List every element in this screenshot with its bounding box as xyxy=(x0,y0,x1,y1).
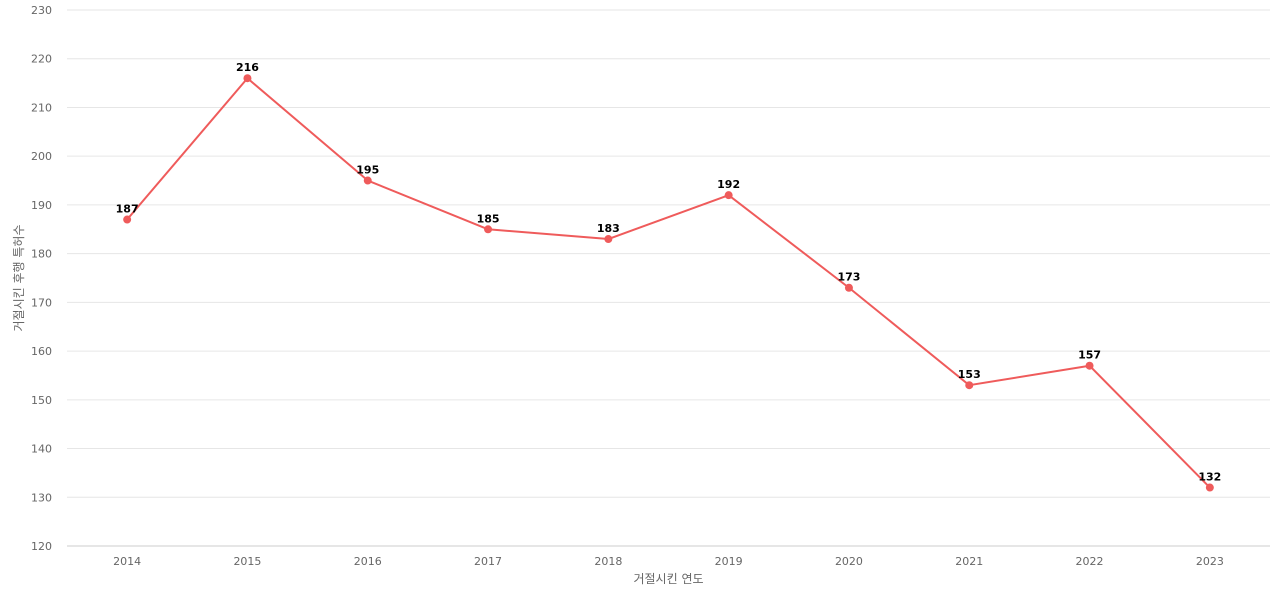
x-tick-label: 2016 xyxy=(354,555,382,568)
data-points xyxy=(123,74,1214,492)
y-tick-label: 220 xyxy=(31,53,52,66)
data-point[interactable] xyxy=(1085,361,1094,370)
x-axis-ticks: 2014 2015 2016 2017 2018 2019 2020 2021 2022 2023 xyxy=(113,555,1224,568)
data-point[interactable] xyxy=(604,235,613,244)
x-tick-label: 2018 xyxy=(594,555,622,568)
grid-lines xyxy=(67,9,1270,498)
y-tick-label: 130 xyxy=(31,491,52,504)
y-tick-label: 230 xyxy=(31,4,52,17)
y-tick-label: 200 xyxy=(31,150,52,163)
data-label: 195 xyxy=(356,164,379,177)
data-point[interactable] xyxy=(243,74,252,83)
data-point[interactable] xyxy=(484,225,493,234)
data-labels: 187 216 195 185 183 192 173 153 157 132 xyxy=(116,61,1222,483)
data-label: 183 xyxy=(597,222,620,235)
data-label: 187 xyxy=(116,203,139,216)
data-point[interactable] xyxy=(363,176,372,185)
x-tick-label: 2023 xyxy=(1196,555,1224,568)
series-line xyxy=(126,77,1211,489)
y-tick-label: 180 xyxy=(31,248,52,261)
series-group xyxy=(126,77,1211,489)
data-label: 153 xyxy=(958,368,981,381)
x-tick-label: 2019 xyxy=(715,555,743,568)
data-point[interactable] xyxy=(844,283,853,292)
x-tick-label: 2021 xyxy=(955,555,983,568)
data-point[interactable] xyxy=(123,215,132,224)
y-tick-label: 190 xyxy=(31,199,52,212)
data-label: 216 xyxy=(236,61,259,74)
data-point[interactable] xyxy=(965,381,974,390)
y-axis-title: 거절시킨 후행 특허수 xyxy=(11,225,26,332)
data-point[interactable] xyxy=(1205,483,1214,492)
x-tick-label: 2020 xyxy=(835,555,863,568)
data-label: 185 xyxy=(477,212,500,225)
x-tick-label: 2014 xyxy=(113,555,141,568)
data-label: 192 xyxy=(717,178,740,191)
y-tick-label: 150 xyxy=(31,394,52,407)
y-tick-label: 140 xyxy=(31,443,52,456)
x-tick-label: 2017 xyxy=(474,555,502,568)
x-axis-title: 거절시킨 연도 xyxy=(633,572,703,586)
data-point[interactable] xyxy=(724,191,733,200)
y-axis-ticks: 120 130 140 150 160 170 180 190 200 210 220 230 xyxy=(31,4,52,553)
data-label: 173 xyxy=(837,271,860,284)
y-tick-label: 210 xyxy=(31,101,52,114)
x-tick-label: 2015 xyxy=(233,555,261,568)
x-tick-label: 2022 xyxy=(1076,555,1104,568)
y-tick-label: 120 xyxy=(31,540,52,553)
y-tick-label: 170 xyxy=(31,296,52,309)
data-label: 132 xyxy=(1198,471,1221,484)
y-tick-label: 160 xyxy=(31,345,52,358)
data-label: 157 xyxy=(1078,349,1101,362)
